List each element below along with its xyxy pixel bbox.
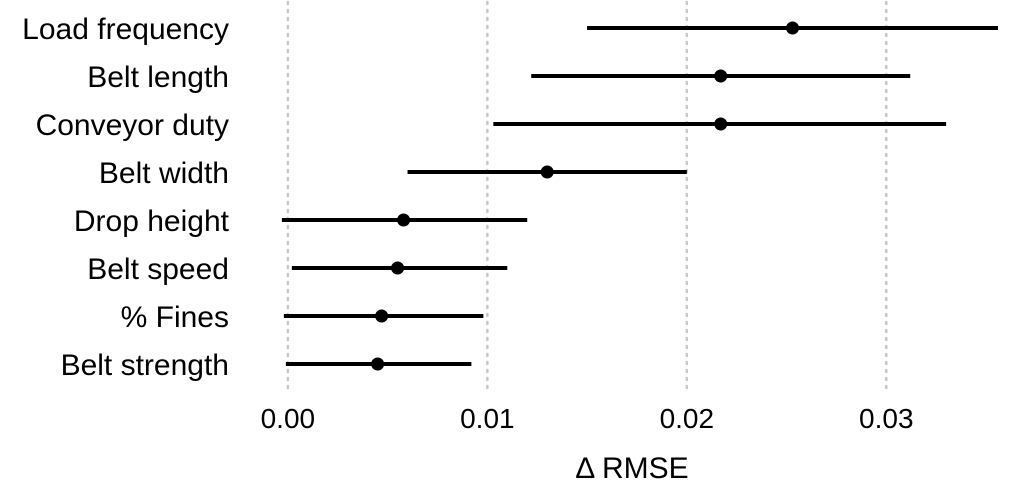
gridlines bbox=[286, 0, 888, 390]
x-tick-label: 0.01 bbox=[460, 403, 515, 434]
row-label: Conveyor duty bbox=[36, 109, 229, 142]
point-estimate bbox=[375, 309, 389, 323]
row-label: Drop height bbox=[74, 205, 230, 238]
x-axis-title: Δ RMSE bbox=[575, 452, 688, 485]
row-label: Belt strength bbox=[61, 349, 229, 382]
point-estimate bbox=[397, 213, 411, 227]
point-estimate bbox=[786, 21, 800, 35]
row-label: Belt width bbox=[99, 157, 229, 190]
x-tick-labels: 0.00 0.01 0.02 0.03 bbox=[261, 403, 914, 434]
x-tick-label: 0.02 bbox=[660, 403, 715, 434]
point-estimate bbox=[714, 117, 728, 131]
row-labels: Load frequency Belt length Conveyor duty Be… bbox=[22, 13, 229, 382]
x-tick-label: 0.00 bbox=[261, 403, 316, 434]
point-estimate bbox=[714, 69, 728, 83]
row-label: % Fines bbox=[121, 301, 229, 334]
row-label: Belt length bbox=[87, 61, 229, 94]
x-tick-label: 0.03 bbox=[859, 403, 914, 434]
row-label: Load frequency bbox=[22, 13, 229, 46]
row-label: Belt speed bbox=[87, 253, 229, 286]
point-estimate bbox=[391, 261, 405, 275]
point-estimate bbox=[371, 357, 385, 371]
point-estimates bbox=[371, 21, 800, 371]
confidence-intervals bbox=[281, 26, 999, 366]
point-estimate bbox=[540, 165, 554, 179]
